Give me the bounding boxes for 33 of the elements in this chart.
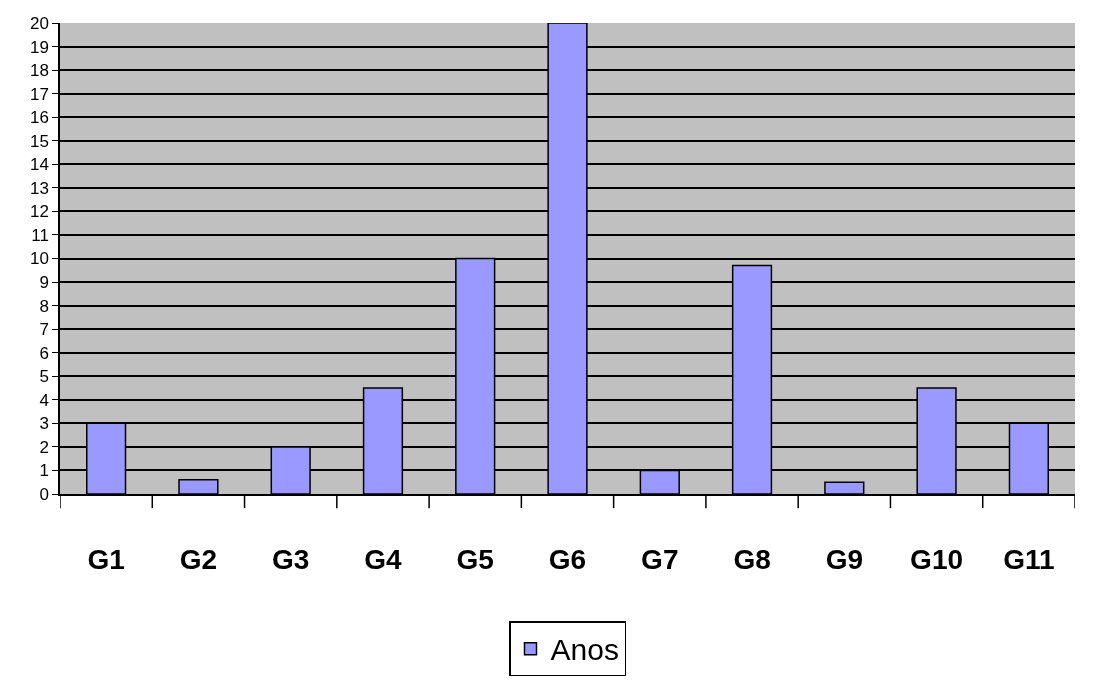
y-tick-label: 6 [39,343,49,363]
x-tick-label: G8 [733,544,771,576]
y-tick-label: 19 [29,37,49,57]
y-tick-label: 4 [39,390,49,410]
y-tick-label: 11 [31,225,49,245]
y-tick-label: 14 [29,155,49,175]
x-tick-label: G9 [825,544,863,576]
y-tick-label: 16 [29,108,49,128]
x-tick-label: G2 [179,544,218,576]
y-tick-label: 8 [39,296,49,316]
y-tick-label: 12 [29,202,49,222]
x-tick-label: G1 [87,544,125,576]
x-tick-label: G11 [1003,544,1055,576]
y-tick-label: 10 [29,249,49,269]
y-tick-label: 15 [29,131,49,151]
y-tick-label: 9 [39,273,49,292]
x-tick-label: G6 [548,544,587,576]
y-tick-label: 0 [39,484,49,504]
x-tick-label: G4 [364,544,403,576]
y-tick-label: 13 [29,178,49,198]
x-tick-label: G3 [272,544,310,576]
y-tick-label: 2 [39,437,49,457]
legend-label: Anos [550,633,619,667]
x-tick-label: G7 [641,544,679,576]
y-tick-label: 1 [39,461,49,481]
y-tick-label: 20 [29,13,49,33]
y-tick-label: 7 [39,320,49,340]
y-tick-label: 18 [29,61,49,81]
y-tick-label: 5 [39,367,49,387]
y-tick-label: 3 [39,414,49,434]
y-tick-label: 17 [29,84,49,104]
x-tick-label: G10 [910,544,964,576]
x-tick-label: G5 [456,544,494,576]
